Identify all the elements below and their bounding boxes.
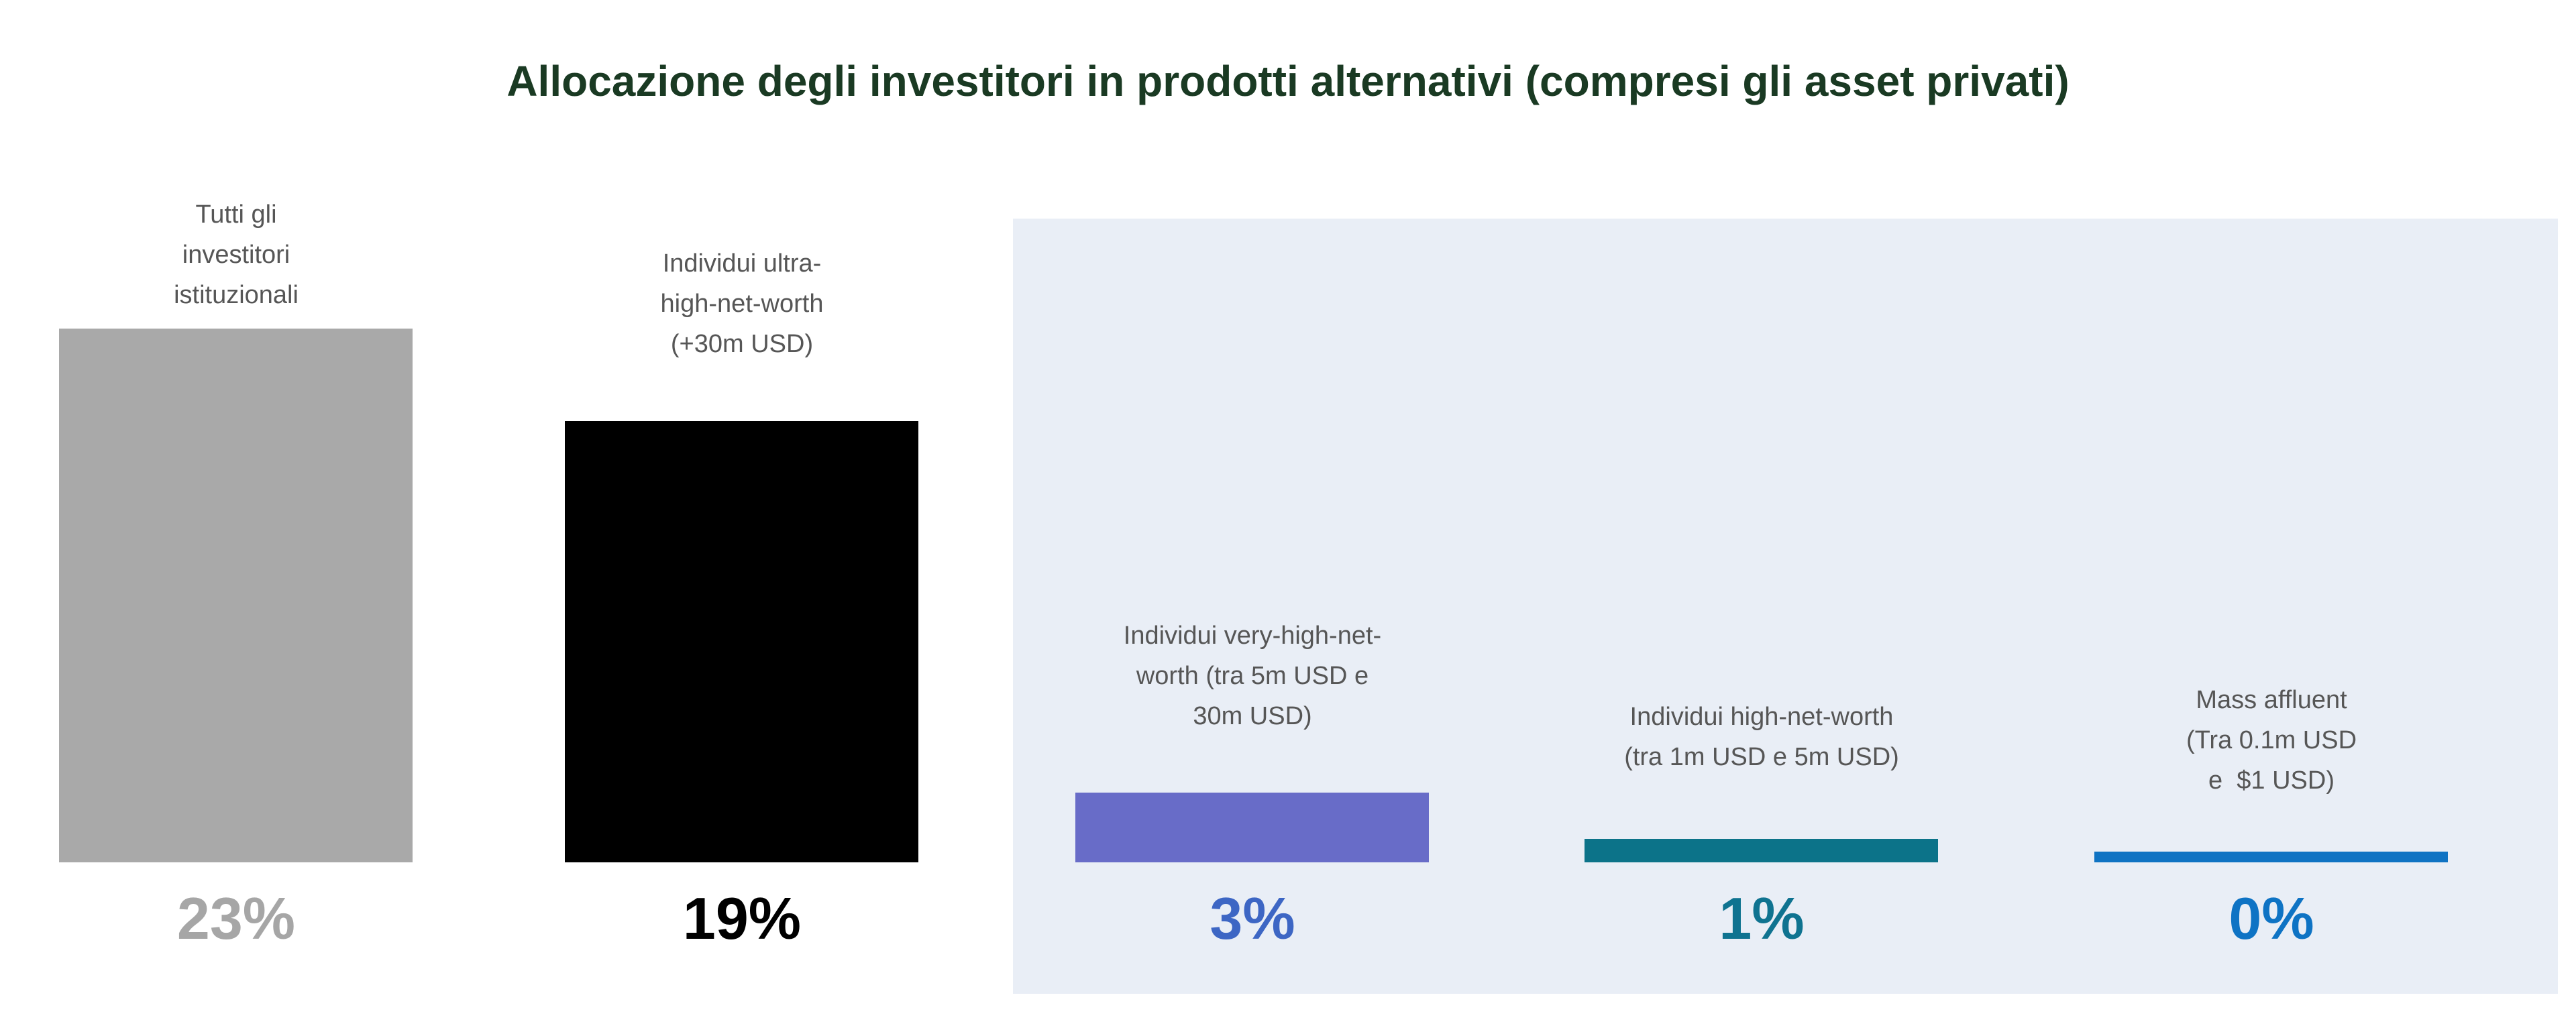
bar-category-label: Tutti gli investitori istituzionali: [174, 200, 299, 309]
bar: [1075, 793, 1429, 862]
bar-category-label: Individui high-net-worth (tra 1m USD e 5…: [1624, 703, 1899, 771]
bar: [1585, 839, 1938, 862]
chart-title: Allocazione degli investitori in prodott…: [506, 57, 2070, 105]
bar-column: Individui ultra- high-net-worth (+30m US…: [541, 0, 943, 1032]
bar-value-label: 23%: [176, 885, 296, 952]
bar-value-label: 0%: [2229, 885, 2314, 952]
bar-value-label: 19%: [682, 885, 802, 952]
bar-value-label: 1%: [1719, 885, 1805, 952]
bar-column: Tutti gli investitori istituzionali 23%: [35, 0, 437, 1032]
bar-column: Individui high-net-worth (tra 1m USD e 5…: [1560, 0, 1963, 1032]
bar-column: Individui very-high-net- worth (tra 5m U…: [1051, 0, 1454, 1032]
retail-segments-highlight-panel: [1013, 219, 2558, 994]
bar: [565, 421, 918, 862]
bar-column: Mass affluent (Tra 0.1m USD e $1 USD) 0%: [2070, 0, 2473, 1032]
bar-value-label: 3%: [1210, 885, 1295, 952]
bar: [2094, 852, 2448, 862]
bar-category-label: Individui ultra- high-net-worth (+30m US…: [660, 249, 824, 358]
bar: [59, 329, 413, 862]
bar-category-label: Individui very-high-net- worth (tra 5m U…: [1123, 622, 1382, 730]
bar-category-label: Mass affluent (Tra 0.1m USD e $1 USD): [2186, 686, 2357, 795]
